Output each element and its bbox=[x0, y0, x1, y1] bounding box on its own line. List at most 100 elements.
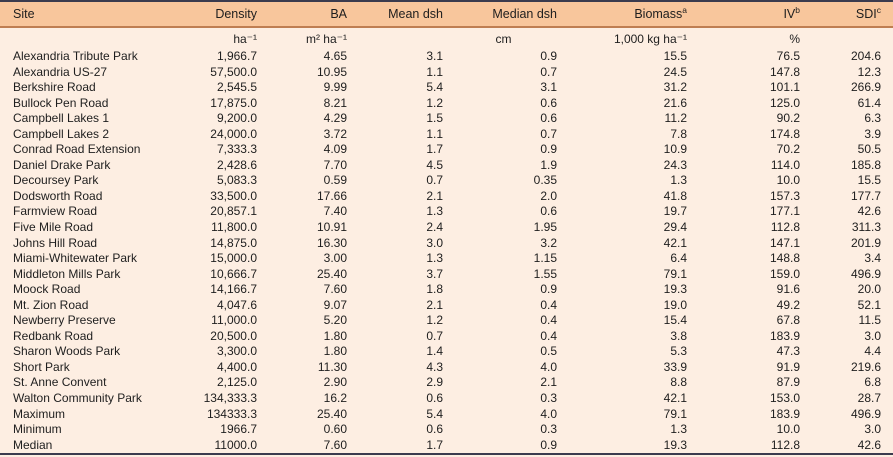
cell-mean-dsh: 3.0 bbox=[426, 235, 443, 250]
cell-ba: 1.80 bbox=[323, 328, 347, 343]
cell-mean-dsh: 1.7 bbox=[426, 142, 443, 157]
cell-median-dsh: 0.4 bbox=[540, 313, 557, 328]
cell-sdi: 20.0 bbox=[857, 282, 881, 297]
unit-label-biomass: 1,000 kg ha⁻¹ bbox=[613, 31, 687, 46]
table-row: Campbell Lakes 1 9,200.0 4.29 1.5 0.6 11.2 90.… bbox=[0, 111, 893, 127]
cell-site: Five Mile Road bbox=[13, 220, 94, 235]
cell-ba: 17.66 bbox=[316, 188, 347, 203]
unit-label-ba: m² ha⁻¹ bbox=[305, 31, 347, 46]
table-row: Farmview Road 20,857.1 7.40 1.3 0.6 19.7 177.1… bbox=[0, 204, 893, 220]
column-header-biomass: Biomassa bbox=[560, 2, 690, 28]
table-row: Daniel Drake Park 2,428.6 7.70 4.5 1.9 24.3 11… bbox=[0, 158, 893, 174]
table-head: Site Density BA Mean dsh Median dsh Biomassa I… bbox=[0, 2, 893, 49]
column-label: BA bbox=[330, 7, 347, 21]
cell-ba: 4.09 bbox=[323, 142, 347, 157]
cell-biomass: 7.8 bbox=[670, 126, 687, 141]
cell-density: 9,200.0 bbox=[216, 111, 257, 126]
cell-sdi: 6.3 bbox=[864, 111, 881, 126]
cell-iv: 90.2 bbox=[776, 111, 800, 126]
table-row: Berkshire Road 2,545.5 9.99 5.4 3.1 31.2 101.1… bbox=[0, 80, 893, 96]
table-row: Moock Road 14,166.7 7.60 1.8 0.9 19.3 91.6 20.0 bbox=[0, 282, 893, 298]
column-label: Mean dsh bbox=[388, 7, 443, 21]
cell-site: Short Park bbox=[13, 359, 70, 374]
cell-median-dsh: 0.9 bbox=[540, 49, 557, 63]
cell-median-dsh: 2.1 bbox=[540, 375, 557, 390]
table-row: Alexandria US-27 57,500.0 10.95 1.1 0.7 24.5 1… bbox=[0, 65, 893, 81]
cell-density: 3,300.0 bbox=[216, 344, 257, 359]
cell-mean-dsh: 1.4 bbox=[426, 344, 443, 359]
cell-iv: 87.9 bbox=[776, 375, 800, 390]
cell-mean-dsh: 1.2 bbox=[426, 313, 443, 328]
cell-ba: 8.21 bbox=[323, 95, 347, 110]
cell-mean-dsh: 1.8 bbox=[426, 282, 443, 297]
units-row: ha⁻¹ m² ha⁻¹ cm 1,000 kg ha⁻¹% bbox=[0, 27, 893, 49]
table-row: St. Anne Convent 2,125.0 2.90 2.9 2.1 8.8 87.9… bbox=[0, 375, 893, 391]
cell-median-dsh: 0.35 bbox=[533, 173, 557, 188]
table-body: Alexandria Tribute Park 1,966.7 4.65 3.1 0.9… bbox=[0, 49, 893, 453]
cell-density: 7,333.3 bbox=[216, 142, 257, 157]
table-row: Short Park 4,400.0 11.30 4.3 4.0 33.9 91.9 219.… bbox=[0, 360, 893, 376]
cell-density: 17,875.0 bbox=[210, 95, 257, 110]
cell-iv: 91.6 bbox=[776, 282, 800, 297]
cell-median-dsh: 0.3 bbox=[540, 422, 557, 437]
cell-iv: 10.0 bbox=[776, 422, 800, 437]
table-row: Mt. Zion Road 4,047.6 9.07 2.1 0.4 19.0 49.2 52… bbox=[0, 298, 893, 314]
cell-site: Farmview Road bbox=[13, 204, 98, 219]
cell-biomass: 11.2 bbox=[664, 111, 687, 126]
cell-iv: 183.9 bbox=[769, 328, 800, 343]
cell-site: Conrad Road Extension bbox=[13, 142, 141, 157]
cell-density: 134,333.3 bbox=[203, 391, 257, 406]
cell-ba: 4.65 bbox=[323, 49, 347, 63]
cell-median-dsh: 3.2 bbox=[540, 235, 557, 250]
cell-biomass: 29.4 bbox=[663, 220, 687, 235]
cell-iv: 101.1 bbox=[769, 80, 800, 95]
header-row: Site Density BA Mean dsh Median dsh Biomassa I… bbox=[0, 2, 893, 28]
cell-site: Newberry Preserve bbox=[13, 313, 116, 328]
cell-site: Minimum bbox=[13, 422, 62, 437]
cell-biomass: 42.1 bbox=[663, 391, 687, 406]
cell-iv: 114.0 bbox=[770, 157, 800, 172]
cell-iv: 147.1 bbox=[769, 235, 800, 250]
cell-biomass: 15.5 bbox=[663, 49, 687, 63]
cell-iv: 112.8 bbox=[770, 437, 800, 452]
cell-median-dsh: 1.95 bbox=[533, 220, 557, 235]
cell-mean-dsh: 1.7 bbox=[426, 437, 443, 452]
column-header-sdi: SDIc bbox=[802, 2, 893, 28]
cell-median-dsh: 0.4 bbox=[540, 297, 557, 312]
column-header-mean-dsh: Mean dsh bbox=[350, 2, 450, 28]
cell-iv: 183.9 bbox=[769, 406, 800, 421]
cell-ba: 4.29 bbox=[323, 111, 347, 126]
cell-site: Sharon Woods Park bbox=[13, 344, 121, 359]
cell-ba: 0.60 bbox=[323, 422, 347, 437]
column-label: Site bbox=[13, 7, 35, 21]
cell-ba: 7.60 bbox=[323, 282, 347, 297]
cell-ba: 25.40 bbox=[316, 406, 347, 421]
column-header-iv: IVb bbox=[690, 2, 802, 28]
unit-label-sdi bbox=[802, 27, 893, 49]
table-row: Johns Hill Road 14,875.0 16.30 3.0 3.2 42.1 14… bbox=[0, 236, 893, 252]
cell-iv: 125.0 bbox=[769, 95, 800, 110]
cell-ba: 10.91 bbox=[316, 220, 347, 235]
cell-sdi: 177.7 bbox=[850, 188, 881, 203]
cell-biomass: 5.3 bbox=[670, 344, 687, 359]
cell-mean-dsh: 2.4 bbox=[426, 220, 443, 235]
cell-mean-dsh: 0.7 bbox=[426, 328, 443, 343]
cell-mean-dsh: 0.6 bbox=[426, 422, 443, 437]
cell-iv: 159.0 bbox=[769, 266, 800, 281]
cell-iv: 91.9 bbox=[776, 359, 800, 374]
cell-sdi: 3.0 bbox=[864, 422, 881, 437]
cell-median-dsh: 0.5 bbox=[540, 344, 557, 359]
cell-median-dsh: 0.6 bbox=[540, 204, 557, 219]
column-label: Biomass bbox=[634, 7, 683, 21]
table-row: Dodsworth Road 33,500.0 17.66 2.1 2.0 41.8 157… bbox=[0, 189, 893, 205]
table-row: Maximum 134333.3 25.40 5.4 4.0 79.1 183.9 496.9 bbox=[0, 407, 893, 423]
cell-iv: 49.2 bbox=[776, 297, 800, 312]
unit-label-density: ha⁻¹ bbox=[233, 31, 257, 46]
cell-site: Daniel Drake Park bbox=[13, 157, 111, 172]
cell-ba: 0.59 bbox=[323, 173, 347, 188]
cell-sdi: 219.6 bbox=[850, 359, 881, 374]
cell-biomass: 41.8 bbox=[663, 188, 687, 203]
cell-iv: 174.8 bbox=[769, 126, 800, 141]
cell-sdi: 185.8 bbox=[850, 157, 881, 172]
